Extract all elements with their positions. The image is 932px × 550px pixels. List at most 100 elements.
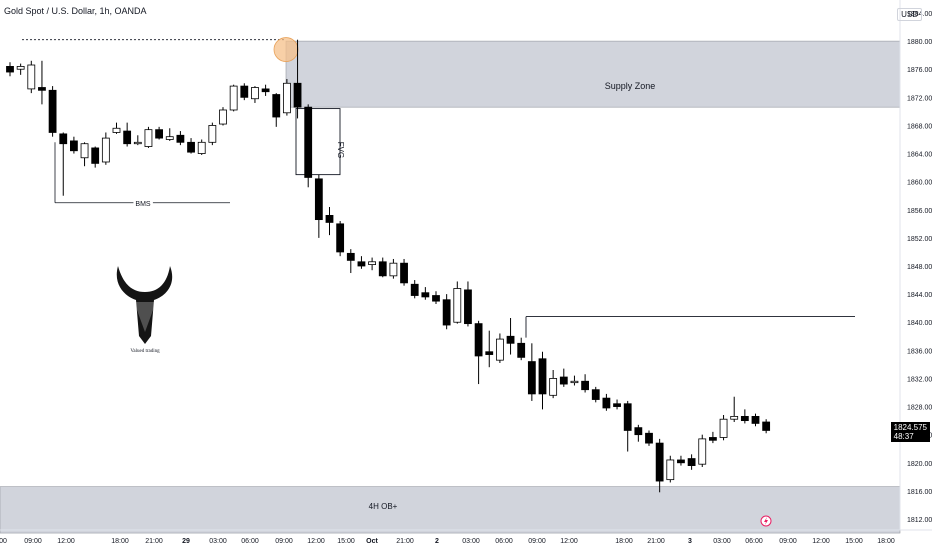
bms-label: BMS <box>135 201 151 208</box>
candle[interactable] <box>410 280 419 299</box>
candle[interactable] <box>400 258 408 286</box>
candle[interactable] <box>80 142 89 167</box>
candle[interactable] <box>698 434 707 467</box>
candle-body-up <box>229 85 238 111</box>
candle[interactable] <box>357 256 366 269</box>
candle[interactable] <box>559 368 568 387</box>
swing-high-marker[interactable] <box>273 37 299 62</box>
candle[interactable] <box>485 330 494 368</box>
candle[interactable] <box>581 374 589 393</box>
candle[interactable] <box>101 132 110 165</box>
candle[interactable] <box>304 104 313 188</box>
candle[interactable] <box>730 396 739 423</box>
price-tick-label: 1884.000 <box>907 11 932 18</box>
candle-body-down <box>38 87 46 91</box>
candle[interactable] <box>261 84 270 96</box>
candle[interactable] <box>155 126 164 140</box>
candle[interactable] <box>282 79 291 116</box>
candle[interactable] <box>645 430 653 446</box>
candle[interactable] <box>538 351 547 410</box>
candle[interactable] <box>591 386 600 403</box>
candle[interactable] <box>740 409 749 424</box>
candle[interactable] <box>123 122 132 147</box>
candle-body-up <box>219 109 227 125</box>
candle[interactable] <box>464 281 472 327</box>
candle[interactable] <box>378 257 387 278</box>
time-tick-label: 12:00 <box>307 538 325 545</box>
candle[interactable] <box>112 122 121 134</box>
candle[interactable] <box>346 249 355 274</box>
fvg-box[interactable] <box>295 108 341 176</box>
candle[interactable] <box>602 393 611 411</box>
candle[interactable] <box>474 320 483 385</box>
candle[interactable] <box>623 400 632 452</box>
symbol-title: Gold Spot / U.S. Dollar, 1h, OANDA <box>4 6 147 16</box>
candle[interactable] <box>240 83 249 101</box>
candle[interactable] <box>517 337 526 361</box>
candle[interactable] <box>27 60 36 94</box>
candle[interactable] <box>389 258 398 279</box>
candle[interactable] <box>495 333 504 363</box>
candle[interactable] <box>453 281 462 324</box>
candle-body-up <box>389 262 398 277</box>
price-tick-label: 1828.000 <box>907 405 932 412</box>
candle[interactable] <box>16 63 25 75</box>
candle[interactable] <box>751 413 760 427</box>
candle[interactable] <box>634 424 643 442</box>
ob-zone[interactable] <box>0 486 901 534</box>
candle[interactable] <box>325 206 334 236</box>
candle-body-down <box>464 289 472 325</box>
candle[interactable] <box>709 431 717 444</box>
candle-body-up <box>282 82 291 114</box>
candle[interactable] <box>251 86 259 103</box>
candle[interactable] <box>70 136 78 154</box>
candle[interactable] <box>314 174 323 238</box>
candle[interactable] <box>677 455 685 466</box>
candle[interactable] <box>336 221 345 257</box>
candle[interactable] <box>421 287 430 300</box>
candle[interactable] <box>6 62 14 77</box>
candle[interactable] <box>687 454 696 470</box>
candle[interactable] <box>762 419 771 434</box>
candle[interactable] <box>272 93 281 127</box>
time-tick-label: 03:00 <box>713 538 731 545</box>
candle-body-up <box>16 66 25 70</box>
candle[interactable] <box>208 122 217 146</box>
candle[interactable] <box>187 138 195 154</box>
candle-body-down <box>304 106 313 178</box>
candle[interactable] <box>570 375 579 386</box>
candle[interactable] <box>176 131 185 146</box>
candle[interactable] <box>719 414 728 441</box>
candle[interactable] <box>506 318 515 355</box>
currency-label[interactable]: USD <box>897 8 922 21</box>
candle[interactable] <box>442 294 451 330</box>
last-price-tag: 1824.575 48:37 <box>890 422 930 442</box>
candle[interactable] <box>229 84 238 112</box>
candle[interactable] <box>666 455 675 483</box>
candle[interactable] <box>38 60 46 105</box>
candle[interactable] <box>293 39 302 119</box>
candle[interactable] <box>144 126 153 148</box>
supply-zone[interactable] <box>285 40 901 108</box>
candle[interactable] <box>613 399 621 410</box>
candle[interactable] <box>197 139 206 155</box>
candle[interactable] <box>432 291 440 304</box>
candle[interactable] <box>368 257 377 271</box>
candles-layer[interactable] <box>6 39 771 493</box>
candle[interactable] <box>165 128 174 141</box>
candle[interactable] <box>549 370 558 399</box>
candle[interactable] <box>91 146 100 168</box>
candle[interactable] <box>527 343 536 401</box>
candle[interactable] <box>59 132 68 196</box>
candle[interactable] <box>219 107 227 126</box>
lightning-icon[interactable] <box>760 515 772 527</box>
candle[interactable] <box>48 86 57 137</box>
last-price: 1824.575 <box>893 423 927 432</box>
candle[interactable] <box>655 438 664 493</box>
time-tick-label: 18:00 <box>877 538 895 545</box>
time-tick-label: 18:00 <box>111 538 129 545</box>
candle[interactable] <box>133 135 142 146</box>
price-tick-label: 1860.000 <box>907 180 932 187</box>
candle-body-down <box>506 335 515 344</box>
